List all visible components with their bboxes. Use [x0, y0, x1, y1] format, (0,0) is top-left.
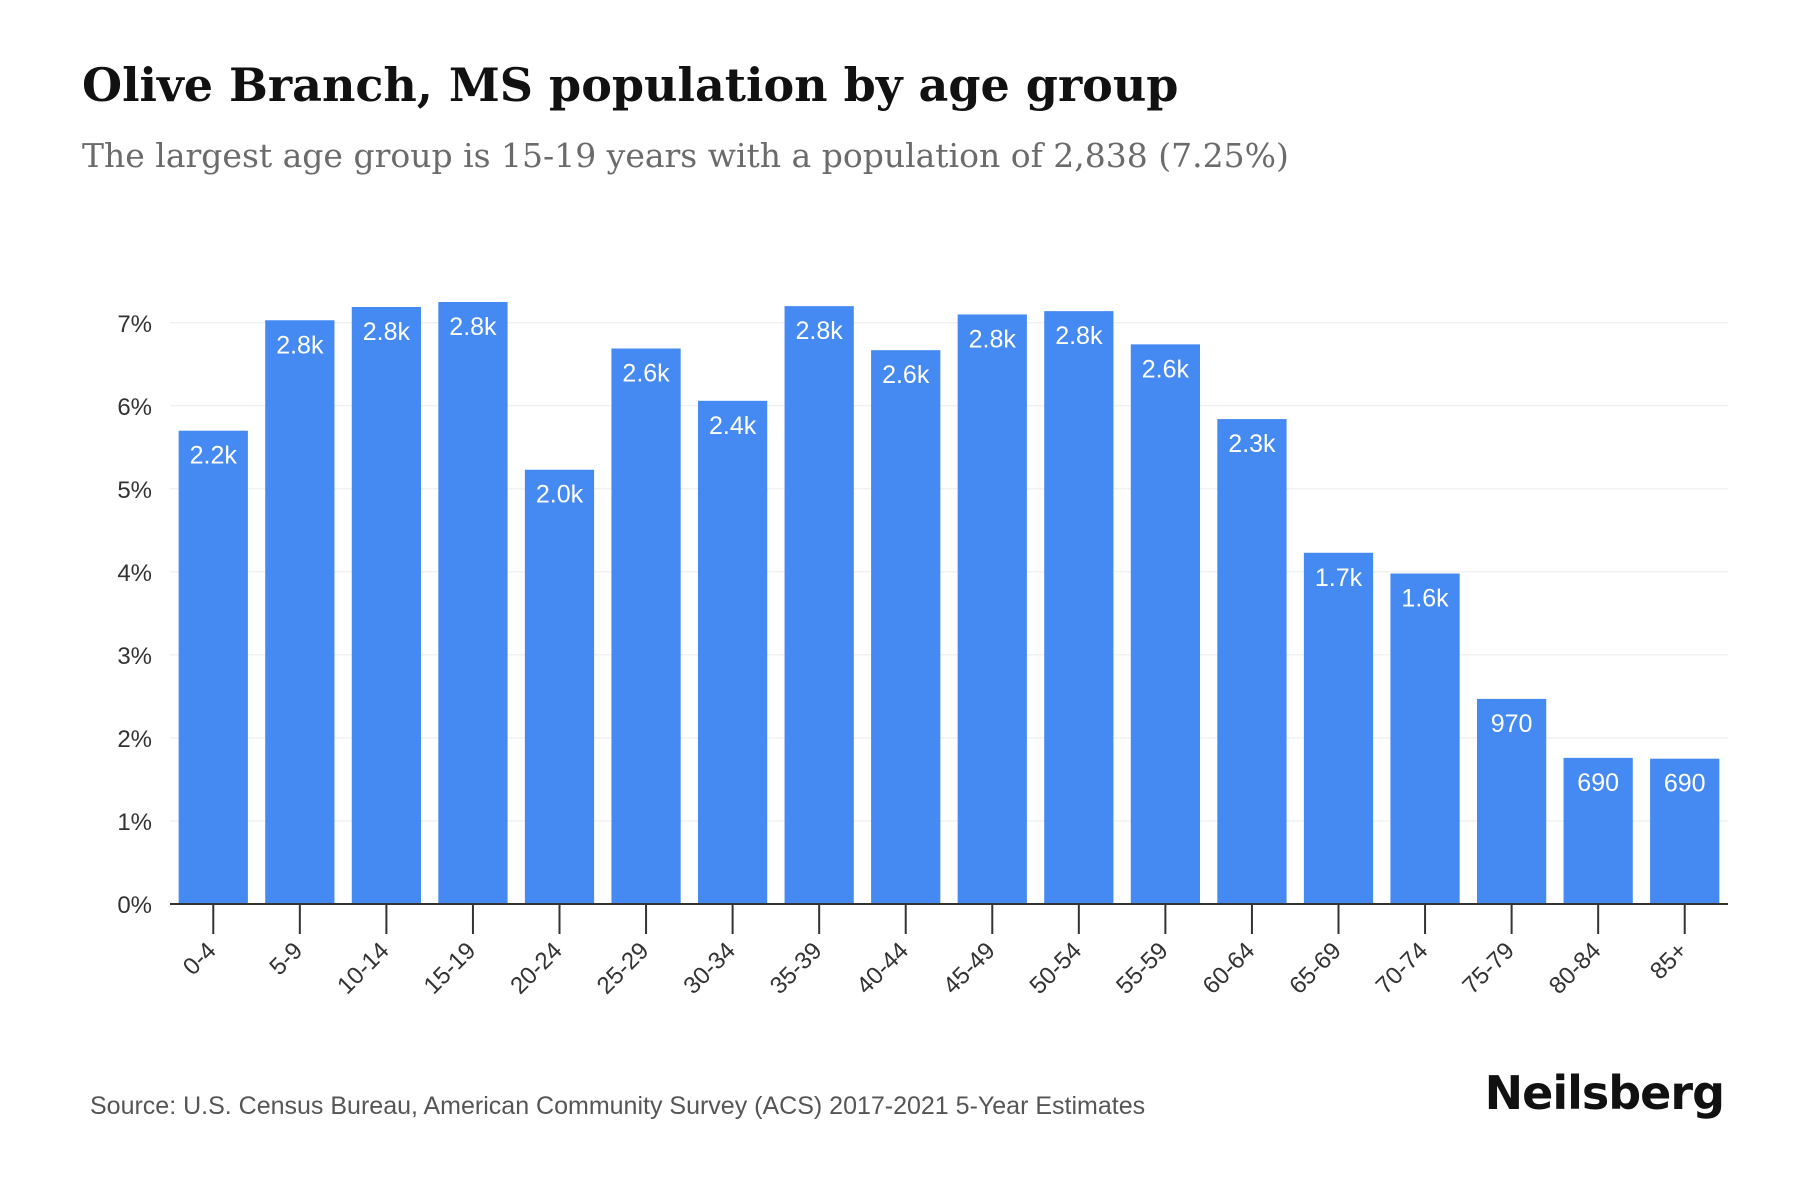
bar	[1044, 311, 1114, 904]
y-tick-label: 0%	[117, 892, 152, 919]
x-tick-label: 45-49	[938, 937, 1001, 1000]
bar	[1390, 573, 1460, 904]
bar	[611, 348, 681, 905]
brand-logo: Neilsberg	[1484, 1066, 1725, 1120]
x-tick-label: 10-14	[332, 937, 395, 1000]
bar-data-label: 2.6k	[622, 359, 670, 387]
bar-data-label: 690	[1577, 769, 1619, 797]
x-tick-label: 5-9	[264, 937, 308, 981]
x-tick-label: 0-4	[178, 937, 222, 981]
x-tick-label: 30-34	[678, 937, 741, 1000]
x-tick-label: 35-39	[765, 937, 828, 1000]
bar	[1650, 758, 1720, 904]
y-tick-label: 1%	[117, 809, 152, 836]
bar	[265, 320, 335, 904]
bar	[1563, 757, 1633, 904]
y-tick-label: 4%	[117, 560, 152, 587]
chart-title: Olive Branch, MS population by age group	[82, 58, 1179, 112]
grid-lines	[170, 322, 1728, 822]
x-tick-label: 70-74	[1371, 937, 1434, 1000]
bar	[351, 306, 422, 904]
bar	[1217, 419, 1287, 904]
bar-data-label: 2.4k	[709, 412, 757, 440]
x-tick-label: 60-64	[1198, 937, 1261, 1000]
x-tick-label: 65-69	[1284, 937, 1347, 1000]
x-tick-label: 85+	[1645, 937, 1693, 985]
bar-data-label: 2.8k	[449, 313, 497, 341]
bar-data-label: 2.8k	[276, 331, 324, 359]
bar-data-label: 970	[1491, 710, 1533, 738]
bar	[697, 400, 768, 904]
x-tick-label: 20-24	[505, 937, 568, 1000]
bar-data-label: 1.6k	[1401, 585, 1449, 613]
bar	[524, 469, 595, 904]
bar	[1303, 552, 1374, 904]
chart-subtitle: The largest age group is 15-19 years wit…	[82, 136, 1289, 175]
bar-data-label: 2.8k	[1055, 322, 1103, 350]
bar	[1476, 698, 1547, 904]
bar	[871, 350, 941, 904]
y-tick-label: 3%	[117, 643, 152, 670]
x-tick-label: 80-84	[1544, 937, 1607, 1000]
bar-data-label: 2.2k	[190, 442, 238, 470]
bar	[438, 302, 508, 904]
x-tick-label: 15-19	[419, 937, 482, 1000]
bar-data-label: 2.0k	[536, 481, 584, 509]
y-tick-label: 2%	[117, 726, 152, 753]
bar-data-label: 2.6k	[882, 361, 930, 389]
bar-data-label: 690	[1664, 770, 1706, 798]
bar	[178, 430, 248, 904]
bar-data-label: 2.3k	[1228, 430, 1276, 458]
bar	[1130, 344, 1201, 904]
bar	[957, 314, 1027, 904]
y-tick-label: 7%	[117, 311, 152, 338]
bar-data-label: 2.8k	[969, 325, 1017, 353]
x-tick-label: 50-54	[1025, 937, 1088, 1000]
y-tick-label: 5%	[117, 477, 152, 504]
bar-data-label: 2.8k	[796, 317, 844, 345]
x-tick-label: 25-29	[592, 937, 655, 1000]
x-tick-label: 55-59	[1111, 937, 1174, 1000]
x-tick-label: 75-79	[1457, 937, 1520, 1000]
bar-data-label: 2.6k	[1142, 355, 1190, 383]
y-tick-label: 6%	[117, 394, 152, 421]
bars: 2.2k 2.8k 2.8k 2.8k 2.0k 2.6k 2.4k 2.8k 2.6k 2.8k…	[178, 302, 1720, 905]
bar-data-label: 2.8k	[363, 318, 411, 346]
x-tick-label: 40-44	[851, 937, 914, 1000]
bar-data-label: 1.7k	[1315, 564, 1363, 592]
source-note: Source: U.S. Census Bureau, American Com…	[90, 1092, 1146, 1120]
bar	[784, 306, 854, 904]
